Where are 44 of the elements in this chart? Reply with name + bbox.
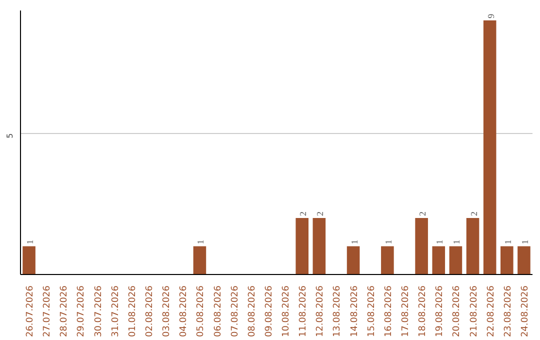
x-tick-label: 21.08.2026 [469,285,480,338]
x-tick-label: 09.08.2026 [264,285,274,338]
x-tick-label: 02.08.2026 [145,285,155,338]
x-tick-label: 06.08.2026 [213,285,224,338]
x-tick-label: 08.08.2026 [247,285,258,338]
data-label: 1 [196,240,206,244]
x-tick-label: 15.08.2026 [366,285,377,338]
data-label: 1 [25,240,36,244]
x-tick-label: 01.08.2026 [128,285,138,338]
x-tick-label: 07.08.2026 [230,285,240,338]
y-tick-label: 5 [6,133,14,138]
data-label: 1 [502,240,513,244]
x-tick-label: 30.07.2026 [94,285,104,338]
x-tick-label: 26.07.2026 [26,285,36,338]
x-tick-label: 03.08.2026 [162,285,172,338]
x-tick-label: 04.08.2026 [179,285,190,338]
x-tick-label: 12.08.2026 [316,285,326,338]
data-label: 2 [315,212,326,216]
x-tick-label: 14.08.2026 [350,285,360,338]
data-label: 1 [452,240,462,244]
x-tick-label: 29.07.2026 [76,285,87,338]
x-tick-label: 05.08.2026 [196,285,206,338]
x-tick-label: 10.08.2026 [282,285,292,338]
data-label: 2 [468,212,479,216]
x-tick-label: 16.08.2026 [384,285,394,338]
x-tick-label: 22.08.2026 [486,285,496,338]
x-tick-label: 19.08.2026 [435,285,446,338]
x-tick-label: 20.08.2026 [452,285,462,338]
x-tick-label: 11.08.2026 [298,285,309,338]
x-tick-label: 28.07.2026 [60,285,70,338]
data-label: 1 [349,240,360,244]
x-tick-label: 27.07.2026 [42,285,53,338]
x-tick-label: 18.08.2026 [418,285,428,338]
data-label: 9 [486,13,496,18]
x-tick-label: 13.08.2026 [332,285,343,338]
x-tick-label: 17.08.2026 [401,285,411,338]
x-tick-label: 23.08.2026 [503,285,514,338]
data-label: 1 [434,240,445,244]
data-label: 1 [520,240,530,244]
x-tick-label: 24.08.2026 [520,285,530,338]
data-label: 2 [418,212,428,216]
data-label: 2 [298,212,308,216]
x-tick-label: 31.07.2026 [110,285,121,338]
data-label: 1 [383,240,394,244]
